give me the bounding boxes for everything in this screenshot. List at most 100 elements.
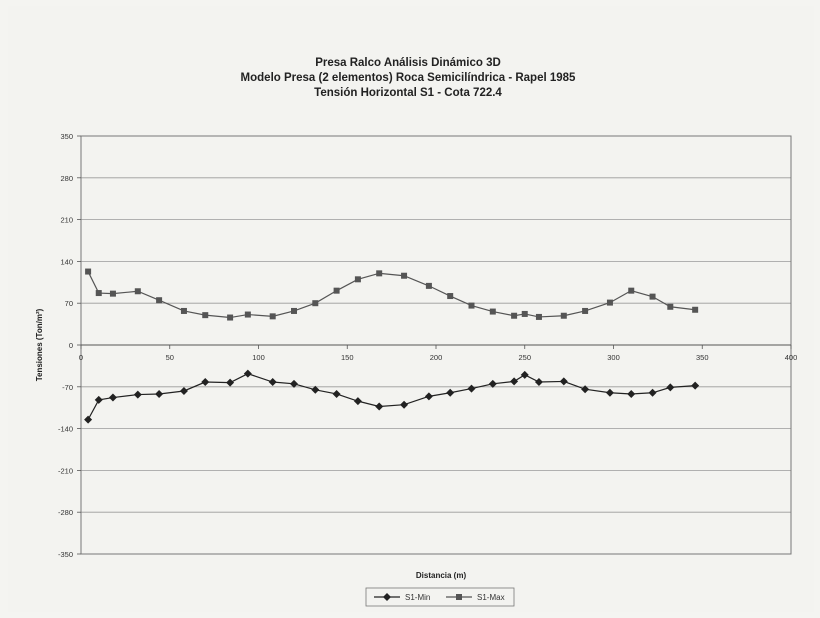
- y-tick-label: -140: [58, 425, 73, 434]
- x-tick-label: 400: [785, 353, 798, 362]
- y-tick-label: 210: [60, 216, 73, 225]
- x-tick-label: 150: [341, 353, 354, 362]
- data-point-s1-max: [489, 308, 496, 315]
- x-tick-label: 300: [607, 353, 620, 362]
- data-point-s1-max: [85, 268, 92, 275]
- data-point-s1-min: [648, 388, 657, 397]
- title-line-2: Modelo Presa (2 elementos) Roca Semicilí…: [241, 72, 577, 84]
- data-point-s1-min: [155, 389, 164, 398]
- data-point-s1-max: [291, 307, 297, 314]
- data-point-s1-min: [666, 383, 675, 392]
- data-point-s1-min: [311, 385, 320, 394]
- data-point-s1-min: [446, 388, 455, 397]
- y-tick-label: -210: [58, 466, 73, 475]
- data-point-s1-min: [201, 378, 210, 387]
- legend-box: [365, 587, 515, 607]
- data-point-s1-max: [244, 311, 251, 318]
- y-axis-ticks: 350 280 210 140 70 0 -70 -140 -210 -280 -350: [58, 132, 81, 559]
- data-point-s1-min: [84, 415, 93, 424]
- chart-title: Presa Ralco Análisis Dinámico 3D Modelo …: [241, 57, 577, 99]
- data-point-s1-max: [227, 314, 234, 321]
- chart-sheet: Presa Ralco Análisis Dinámico 3D Modelo …: [8, 6, 814, 612]
- data-point-s1-max: [180, 307, 187, 314]
- legend-marker-s1-min: [383, 593, 391, 601]
- data-point-s1-min: [520, 370, 529, 379]
- data-point-s1-min: [332, 389, 341, 398]
- x-tick-label: 0: [79, 353, 83, 362]
- data-point-s1-max: [401, 272, 408, 279]
- data-point-s1-min: [108, 393, 117, 402]
- data-point-s1-min: [467, 384, 476, 393]
- data-point-s1-min: [226, 378, 235, 387]
- data-point-s1-min: [94, 395, 103, 404]
- data-point-s1-min: [133, 390, 142, 399]
- data-point-s1-max: [156, 297, 163, 304]
- y-tick-label: -70: [62, 383, 73, 392]
- data-point-s1-min: [510, 377, 519, 386]
- data-point-s1-min: [559, 377, 568, 386]
- data-point-s1-min: [691, 381, 700, 390]
- x-axis-ticks: 0 50 100 150 200 250 300 350 400: [79, 345, 797, 362]
- data-point-s1-min: [353, 397, 362, 406]
- series-s1-max: [85, 268, 699, 321]
- data-point-s1-max: [582, 307, 589, 314]
- chart-svg: Presa Ralco Análisis Dinámico 3D Modelo …: [35, 57, 797, 607]
- data-point-s1-min: [605, 388, 614, 397]
- data-point-s1-max: [202, 312, 209, 319]
- data-point-s1-min: [488, 379, 497, 388]
- data-point-s1-max: [447, 293, 454, 300]
- y-tick-label: -350: [58, 550, 73, 559]
- data-point-s1-min: [375, 402, 384, 411]
- y-tick-label: 350: [60, 132, 73, 141]
- data-point-s1-min: [627, 389, 636, 398]
- data-point-s1-max: [468, 302, 475, 309]
- x-tick-label: 250: [518, 353, 531, 362]
- series-s1-min: [84, 369, 700, 424]
- x-tick-label: 100: [252, 353, 265, 362]
- data-point-s1-max: [376, 270, 383, 277]
- x-axis-label: Distancia (m): [416, 571, 467, 580]
- y-tick-label: 70: [65, 299, 73, 308]
- data-point-s1-min: [243, 369, 252, 378]
- data-point-s1-max: [109, 290, 116, 297]
- data-point-s1-min: [400, 400, 409, 409]
- data-point-s1-max: [269, 313, 276, 320]
- x-tick-label: 200: [430, 353, 443, 362]
- data-point-s1-min: [581, 385, 590, 394]
- data-point-s1-max: [560, 312, 567, 319]
- data-point-s1-min: [534, 378, 543, 387]
- y-tick-label: -280: [58, 508, 73, 517]
- title-line-1: Presa Ralco Análisis Dinámico 3D: [315, 57, 501, 69]
- y-axis-label: Tensiones (Ton/m²): [35, 308, 44, 381]
- data-point-s1-max: [354, 276, 361, 283]
- data-point-s1-min: [290, 379, 298, 388]
- y-tick-label: 0: [69, 341, 73, 350]
- legend: S1-Min S1-Max: [365, 587, 515, 607]
- series-line-s1-min: [87, 373, 696, 420]
- x-tick-label: 350: [696, 353, 709, 362]
- data-point-s1-max: [521, 310, 528, 317]
- y-tick-label: 280: [60, 174, 73, 183]
- series-layer: [84, 268, 700, 424]
- legend-label-s1-min: S1-Min: [405, 593, 430, 602]
- data-point-s1-max: [511, 312, 518, 319]
- data-point-s1-max: [425, 282, 432, 289]
- data-point-s1-max: [628, 287, 635, 294]
- legend-label-s1-max: S1-Max: [477, 593, 505, 602]
- x-tick-label: 50: [166, 353, 174, 362]
- data-point-s1-max: [134, 288, 141, 295]
- data-point-s1-max: [649, 293, 656, 300]
- y-tick-label: 140: [60, 257, 73, 266]
- data-point-s1-max: [333, 287, 340, 294]
- data-point-s1-max: [606, 299, 613, 306]
- data-point-s1-max: [312, 300, 319, 307]
- data-point-s1-max: [667, 303, 674, 310]
- data-point-s1-min: [424, 392, 433, 401]
- data-point-s1-min: [179, 386, 188, 395]
- title-line-3: Tensión Horizontal S1 - Cota 722.4: [314, 87, 502, 99]
- data-point-s1-max: [95, 290, 102, 297]
- legend-marker-s1-max: [456, 594, 462, 600]
- data-point-s1-min: [268, 378, 277, 387]
- data-point-s1-max: [535, 313, 542, 320]
- series-line-s1-max: [87, 271, 696, 319]
